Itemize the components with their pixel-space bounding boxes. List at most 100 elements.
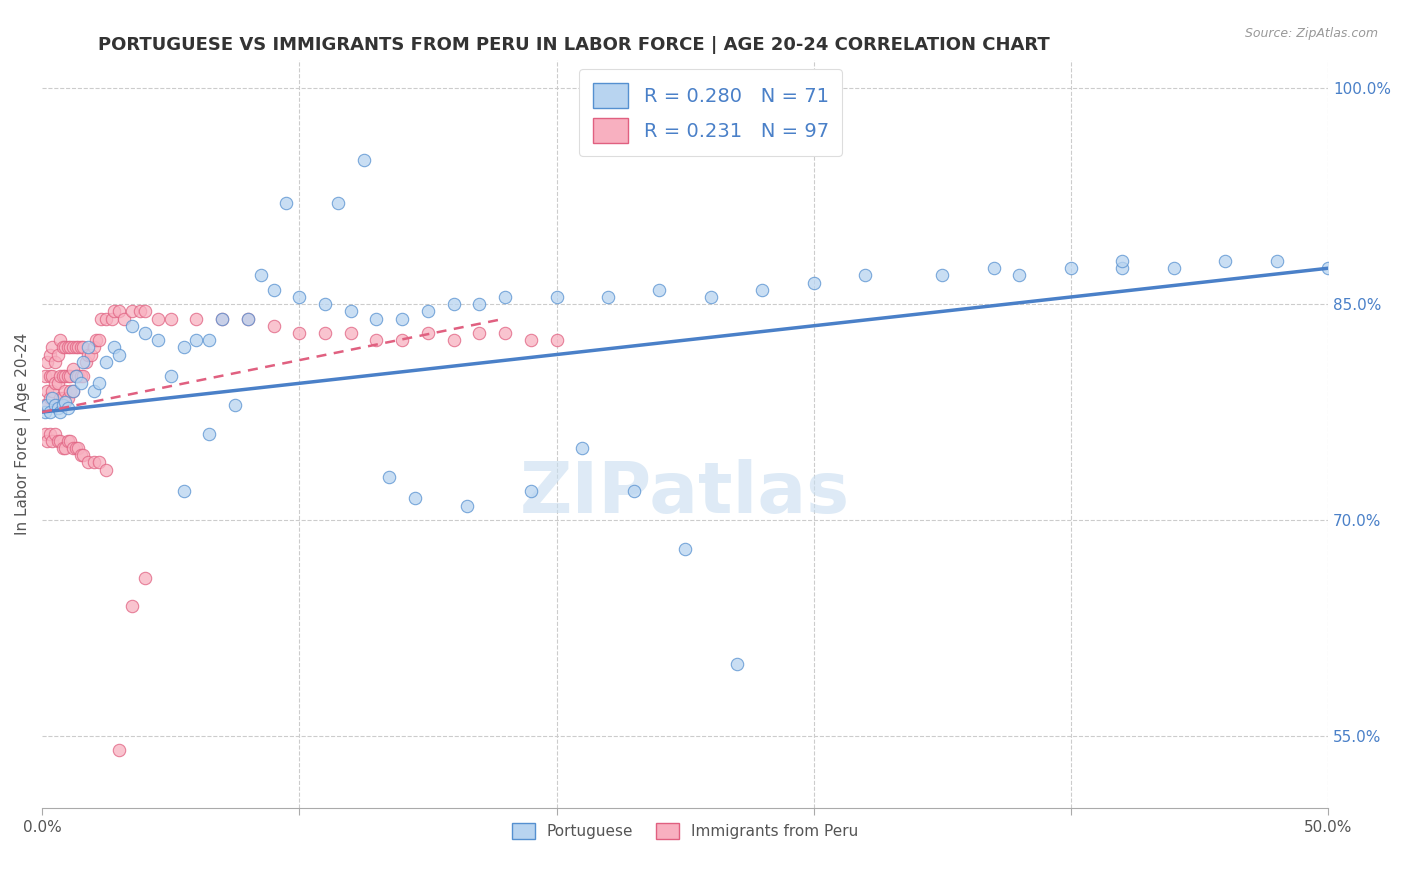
Point bbox=[456, 499, 478, 513]
Point bbox=[38, 369, 60, 384]
Point bbox=[673, 541, 696, 556]
Point bbox=[46, 434, 69, 448]
Point bbox=[72, 340, 94, 354]
Point bbox=[62, 384, 84, 398]
Point bbox=[34, 426, 56, 441]
Point bbox=[353, 153, 375, 168]
Point bbox=[44, 426, 66, 441]
Point bbox=[1163, 261, 1185, 276]
Point bbox=[326, 196, 349, 211]
Point bbox=[59, 369, 82, 384]
Point bbox=[314, 297, 336, 311]
Point bbox=[494, 290, 516, 304]
Point bbox=[100, 311, 122, 326]
Point bbox=[49, 369, 72, 384]
Point bbox=[38, 347, 60, 361]
Point bbox=[37, 398, 59, 412]
Point bbox=[339, 326, 361, 340]
Point bbox=[62, 340, 84, 354]
Point bbox=[186, 311, 208, 326]
Point bbox=[56, 340, 79, 354]
Point bbox=[56, 401, 79, 415]
Point bbox=[146, 311, 169, 326]
Point bbox=[803, 276, 825, 290]
Point bbox=[931, 268, 953, 283]
Point bbox=[263, 318, 285, 333]
Point bbox=[53, 395, 76, 409]
Point bbox=[751, 283, 773, 297]
Point bbox=[44, 355, 66, 369]
Point bbox=[236, 311, 259, 326]
Point bbox=[52, 391, 75, 405]
Point bbox=[108, 347, 131, 361]
Point bbox=[41, 340, 63, 354]
Point bbox=[87, 333, 110, 347]
Point bbox=[37, 434, 59, 448]
Point bbox=[121, 318, 143, 333]
Point bbox=[623, 484, 645, 499]
Point bbox=[90, 311, 112, 326]
Point bbox=[38, 391, 60, 405]
Point bbox=[77, 455, 100, 469]
Point bbox=[416, 326, 439, 340]
Point bbox=[65, 369, 87, 384]
Point bbox=[72, 369, 94, 384]
Point bbox=[571, 441, 593, 455]
Point bbox=[77, 347, 100, 361]
Point bbox=[391, 333, 413, 347]
Point bbox=[108, 304, 131, 318]
Point bbox=[416, 304, 439, 318]
Point bbox=[96, 463, 118, 477]
Point bbox=[128, 304, 150, 318]
Point bbox=[44, 376, 66, 391]
Point bbox=[67, 369, 90, 384]
Point bbox=[56, 391, 79, 405]
Point bbox=[41, 369, 63, 384]
Point bbox=[37, 384, 59, 398]
Point bbox=[391, 311, 413, 326]
Point bbox=[443, 333, 465, 347]
Point bbox=[56, 434, 79, 448]
Point bbox=[72, 448, 94, 462]
Point bbox=[87, 376, 110, 391]
Point bbox=[52, 369, 75, 384]
Text: Source: ZipAtlas.com: Source: ZipAtlas.com bbox=[1244, 27, 1378, 40]
Point bbox=[134, 570, 156, 584]
Point bbox=[700, 290, 723, 304]
Point bbox=[1317, 261, 1340, 276]
Point bbox=[34, 398, 56, 412]
Point bbox=[41, 434, 63, 448]
Point bbox=[198, 333, 221, 347]
Point bbox=[146, 333, 169, 347]
Point bbox=[366, 333, 388, 347]
Point bbox=[546, 333, 568, 347]
Point bbox=[224, 398, 246, 412]
Point bbox=[53, 441, 76, 455]
Point bbox=[186, 333, 208, 347]
Point bbox=[159, 369, 181, 384]
Point bbox=[59, 384, 82, 398]
Point bbox=[96, 311, 118, 326]
Point bbox=[69, 376, 91, 391]
Point bbox=[84, 333, 107, 347]
Point bbox=[96, 355, 118, 369]
Point bbox=[648, 283, 671, 297]
Point bbox=[108, 743, 131, 757]
Point bbox=[1008, 268, 1031, 283]
Point bbox=[46, 347, 69, 361]
Point bbox=[853, 268, 876, 283]
Point bbox=[65, 340, 87, 354]
Point bbox=[83, 384, 105, 398]
Point bbox=[468, 297, 491, 311]
Point bbox=[52, 340, 75, 354]
Point bbox=[34, 369, 56, 384]
Point bbox=[725, 657, 748, 671]
Point bbox=[159, 311, 181, 326]
Point bbox=[112, 311, 135, 326]
Point bbox=[59, 340, 82, 354]
Point bbox=[46, 398, 69, 412]
Point bbox=[134, 304, 156, 318]
Point bbox=[53, 340, 76, 354]
Point bbox=[49, 405, 72, 419]
Point bbox=[103, 340, 125, 354]
